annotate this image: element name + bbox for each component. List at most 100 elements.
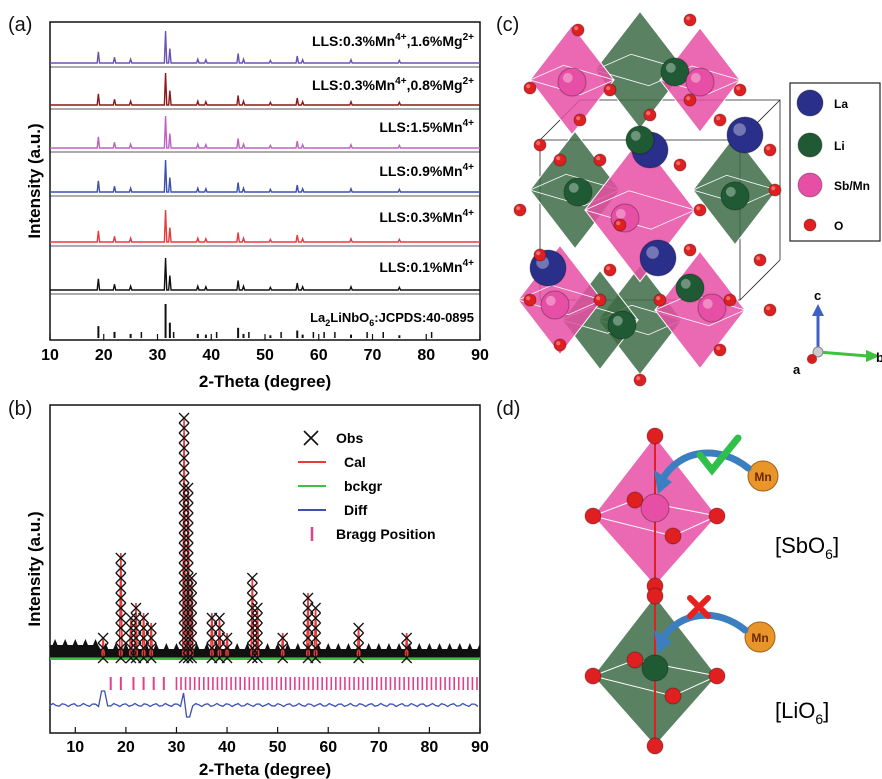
obs-marker bbox=[186, 582, 198, 594]
li-atom-highlight bbox=[568, 182, 579, 193]
obs-marker bbox=[353, 652, 365, 664]
oxygen-atom bbox=[633, 373, 647, 387]
oxygen-atom-highlight bbox=[686, 16, 691, 21]
obs-marker bbox=[221, 642, 233, 654]
oxygen-atom-highlight bbox=[686, 246, 691, 251]
oxygen-atom bbox=[733, 83, 747, 97]
li-atom bbox=[641, 654, 669, 682]
panel-a-label: (a) bbox=[8, 14, 33, 36]
li-atom bbox=[563, 177, 593, 207]
xrd-trace bbox=[50, 257, 480, 291]
oxygen-atom bbox=[603, 263, 617, 277]
obs-marker bbox=[186, 592, 198, 604]
obs-marker bbox=[186, 622, 198, 634]
obs-marker bbox=[186, 602, 198, 614]
panel-a-chart: LLS:0.3%Mn4+,1.6%Mg2+ LLS:0.3%Mn4+,0.8%Mg… bbox=[25, 21, 489, 391]
mn-label: Mn bbox=[754, 470, 771, 484]
la-atom-highlight bbox=[733, 123, 746, 136]
x-tick-label: 30 bbox=[149, 347, 167, 364]
obs-marker bbox=[125, 652, 137, 664]
obs-marker bbox=[178, 542, 190, 554]
legend-atom-label: O bbox=[834, 219, 843, 233]
trace-label: LLS:0.1%Mn4+ bbox=[379, 258, 474, 275]
cross-icon bbox=[687, 595, 711, 619]
oxygen-atom-highlight bbox=[736, 86, 741, 91]
substitution-arrow-head bbox=[654, 630, 672, 654]
obs-marker bbox=[401, 632, 413, 644]
obs-marker bbox=[178, 462, 190, 474]
obs-marker bbox=[353, 632, 365, 644]
obs-marker bbox=[178, 562, 190, 574]
obs-marker bbox=[138, 652, 150, 664]
obs-marker bbox=[138, 612, 150, 624]
obs-marker bbox=[214, 632, 225, 644]
obs-marker bbox=[182, 652, 194, 664]
obs-marker bbox=[206, 612, 218, 624]
oxygen-atom-highlight bbox=[606, 86, 611, 91]
obs-marker bbox=[178, 552, 190, 564]
obs-marker bbox=[130, 602, 142, 614]
obs-marker bbox=[130, 612, 142, 624]
obs-marker bbox=[178, 512, 190, 524]
legend-atom bbox=[797, 172, 823, 198]
oxygen-atom-highlight bbox=[606, 266, 611, 271]
obs-marker bbox=[214, 622, 225, 634]
difference-line bbox=[49, 690, 479, 718]
la-atom bbox=[639, 239, 677, 277]
x-tick-label: 60 bbox=[319, 739, 337, 756]
obs-marker bbox=[302, 642, 314, 654]
oxygen-atom bbox=[763, 143, 777, 157]
obs-marker bbox=[206, 632, 218, 644]
x-tick-label: 60 bbox=[310, 347, 328, 364]
obs-marker bbox=[182, 612, 194, 624]
obs-marker bbox=[145, 652, 157, 664]
legend-label: Cal bbox=[344, 454, 366, 470]
obs-marker bbox=[310, 622, 322, 634]
obs-marker bbox=[178, 492, 190, 504]
oxygen-atom bbox=[683, 243, 697, 257]
bragg-positions bbox=[109, 677, 478, 690]
obs-marker bbox=[178, 432, 190, 444]
xrd-trace bbox=[50, 209, 480, 243]
obs-marker bbox=[206, 652, 218, 664]
sbmn-atom bbox=[685, 67, 715, 97]
obs-marker bbox=[221, 652, 233, 664]
xrd-trace bbox=[50, 72, 480, 106]
sb-atom bbox=[640, 493, 670, 523]
obs-marker bbox=[178, 442, 190, 454]
obs-marker bbox=[145, 642, 157, 654]
obs-marker bbox=[178, 522, 190, 534]
obs-marker bbox=[178, 502, 190, 514]
oxygen-atom bbox=[553, 338, 567, 352]
legend-atom-label: La bbox=[834, 97, 848, 111]
oxygen-atom bbox=[683, 13, 697, 27]
obs-marker bbox=[186, 612, 198, 624]
oxygen-atom-highlight bbox=[556, 341, 561, 346]
oxygen-atom-highlight bbox=[766, 146, 771, 151]
obs-marker bbox=[246, 602, 258, 614]
obs-marker bbox=[246, 582, 258, 594]
obs-marker bbox=[178, 642, 190, 654]
obs-marker bbox=[115, 642, 127, 654]
la-atom bbox=[726, 116, 764, 154]
sbmn-atom-highlight bbox=[702, 298, 713, 309]
sbmn-atom bbox=[697, 293, 727, 323]
x-tick-label: 50 bbox=[269, 739, 287, 756]
obs-marker bbox=[138, 622, 150, 634]
oxygen-atom bbox=[673, 158, 687, 172]
obs-marker bbox=[182, 512, 194, 524]
obs-marker bbox=[182, 632, 194, 644]
trace-label: LLS:1.5%Mn4+ bbox=[379, 118, 474, 135]
oxygen-atom bbox=[646, 737, 664, 755]
legend-atom-label: Sb/Mn bbox=[834, 179, 870, 193]
obs-marker bbox=[97, 642, 109, 654]
legend-label: bckgr bbox=[344, 478, 383, 494]
legend-label: Obs bbox=[336, 430, 363, 446]
x-tick-label: 10 bbox=[41, 347, 59, 364]
oxygen-atom-highlight bbox=[536, 141, 541, 146]
sbmn-atom-highlight bbox=[562, 72, 573, 83]
xrd-trace bbox=[50, 159, 480, 193]
oxygen-atom bbox=[763, 303, 777, 317]
oxygen-atom-highlight bbox=[686, 96, 691, 101]
obs-marker bbox=[302, 632, 314, 644]
